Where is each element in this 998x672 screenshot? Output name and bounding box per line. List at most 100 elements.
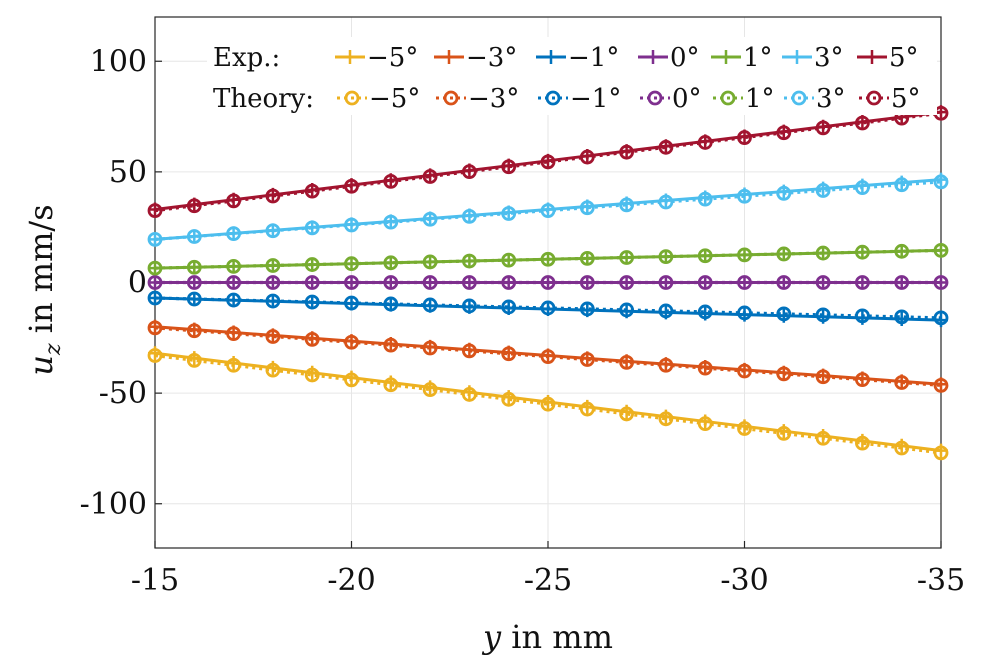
data-point-circle <box>658 139 674 155</box>
legend-entry-label: 0° <box>672 84 702 114</box>
series-theory <box>147 290 949 326</box>
legend-marker-plus <box>544 50 558 64</box>
data-point-circle <box>855 372 870 388</box>
legend-entry-label: 5° <box>889 43 919 73</box>
y-axis-title-sub: z <box>41 343 66 356</box>
data-point-circle <box>422 169 438 184</box>
data-point-circle <box>226 226 242 242</box>
legend-marker-circle <box>720 90 736 106</box>
data-point-circle <box>619 354 634 370</box>
data-point-circle <box>933 445 949 461</box>
legend-entry-label: 3° <box>814 43 844 73</box>
x-tick-label: -20 <box>327 563 375 598</box>
legend-entry-label: −5° <box>367 43 418 73</box>
data-point-circle <box>501 159 517 175</box>
legend-marker-plus <box>719 50 733 64</box>
data-point-circle <box>894 375 910 390</box>
data-point-circle <box>265 223 281 239</box>
legend-entry-label: −5° <box>369 84 420 114</box>
data-point-circle <box>697 360 713 376</box>
data-point-circle <box>186 323 202 339</box>
data-point-circle <box>226 193 242 209</box>
data-point-circle <box>579 275 595 290</box>
data-point-circle <box>186 198 202 214</box>
x-tick-label: -15 <box>131 563 179 598</box>
data-point-circle <box>422 275 438 290</box>
legend-entry-label: 0° <box>670 43 700 73</box>
data-point-circle <box>737 247 752 263</box>
data-point-circle <box>501 252 517 268</box>
data-point-circle <box>461 275 477 290</box>
data-point-circle <box>540 275 556 290</box>
data-point-circle <box>697 275 713 290</box>
data-point-circle <box>776 185 792 201</box>
x-axis-title: y in mm <box>481 618 613 656</box>
data-point-circle <box>344 217 359 233</box>
series-theory <box>147 275 949 290</box>
legend-entry-label: 1° <box>745 84 775 114</box>
data-point-circle <box>619 275 634 290</box>
data-point-circle <box>815 275 831 290</box>
legend-marker-plus <box>865 50 879 64</box>
data-point-circle <box>461 343 477 359</box>
data-point-circle <box>658 411 674 427</box>
data-point-circle <box>855 180 870 195</box>
data-point-circle <box>147 231 163 247</box>
y-tick-label: -100 <box>80 487 147 522</box>
data-point-circle <box>265 258 281 273</box>
data-point-circle <box>855 308 870 324</box>
legend-entry-label: 3° <box>816 84 846 114</box>
series-line <box>154 248 942 270</box>
data-point-circle <box>855 244 870 260</box>
legend-entry-label: 1° <box>743 43 773 73</box>
data-point-circle <box>737 421 752 436</box>
data-point-circle <box>540 154 556 170</box>
data-point-circle <box>697 135 713 150</box>
data-point-circle <box>737 305 752 321</box>
series-line <box>154 180 942 241</box>
data-point-circle <box>894 177 910 193</box>
data-point-circle <box>344 275 359 290</box>
data-point-circle <box>540 396 556 412</box>
data-point-circle <box>461 164 477 180</box>
data-point-circle <box>658 194 674 210</box>
data-point-circle <box>186 291 202 307</box>
data-point-circle <box>737 363 752 379</box>
data-point-circle <box>147 275 163 290</box>
legend-marker-circle <box>443 90 459 106</box>
legend-entry-label: −3° <box>466 43 517 73</box>
data-point-circle <box>776 425 792 441</box>
series-theory <box>147 348 949 461</box>
data-point-circle <box>422 211 438 227</box>
legend-entry-label: −1° <box>570 84 621 114</box>
data-point-circle <box>579 352 595 367</box>
y-axis-title-rest: in mm/s <box>22 204 60 343</box>
data-point-circle <box>186 352 202 368</box>
data-point-circle <box>265 275 281 290</box>
series-line <box>154 111 942 213</box>
legend-marker-plus <box>343 50 357 64</box>
data-point-circle <box>933 310 949 326</box>
data-point-circle <box>933 174 949 190</box>
series-line <box>154 353 942 455</box>
data-point-circle <box>226 275 242 290</box>
data-point-circle <box>776 275 792 290</box>
data-point-circle <box>501 346 517 362</box>
data-point-circle <box>304 275 320 290</box>
data-point-circle <box>815 307 831 323</box>
legend-entry-label: −3° <box>468 84 519 114</box>
data-point-circle <box>776 246 792 262</box>
data-point-circle <box>186 275 202 290</box>
data-point-circle <box>461 387 477 402</box>
data-point-circle <box>619 144 634 160</box>
data-point-circle <box>933 275 949 290</box>
data-point-circle <box>147 320 163 336</box>
legend-row-label: Theory: <box>213 84 314 114</box>
series-theory <box>147 174 949 247</box>
data-point-circle <box>422 382 438 397</box>
data-point-circle <box>344 334 359 350</box>
y-tick-label: 50 <box>109 155 147 190</box>
data-point-circle <box>304 331 320 347</box>
data-point-circle <box>737 188 752 204</box>
